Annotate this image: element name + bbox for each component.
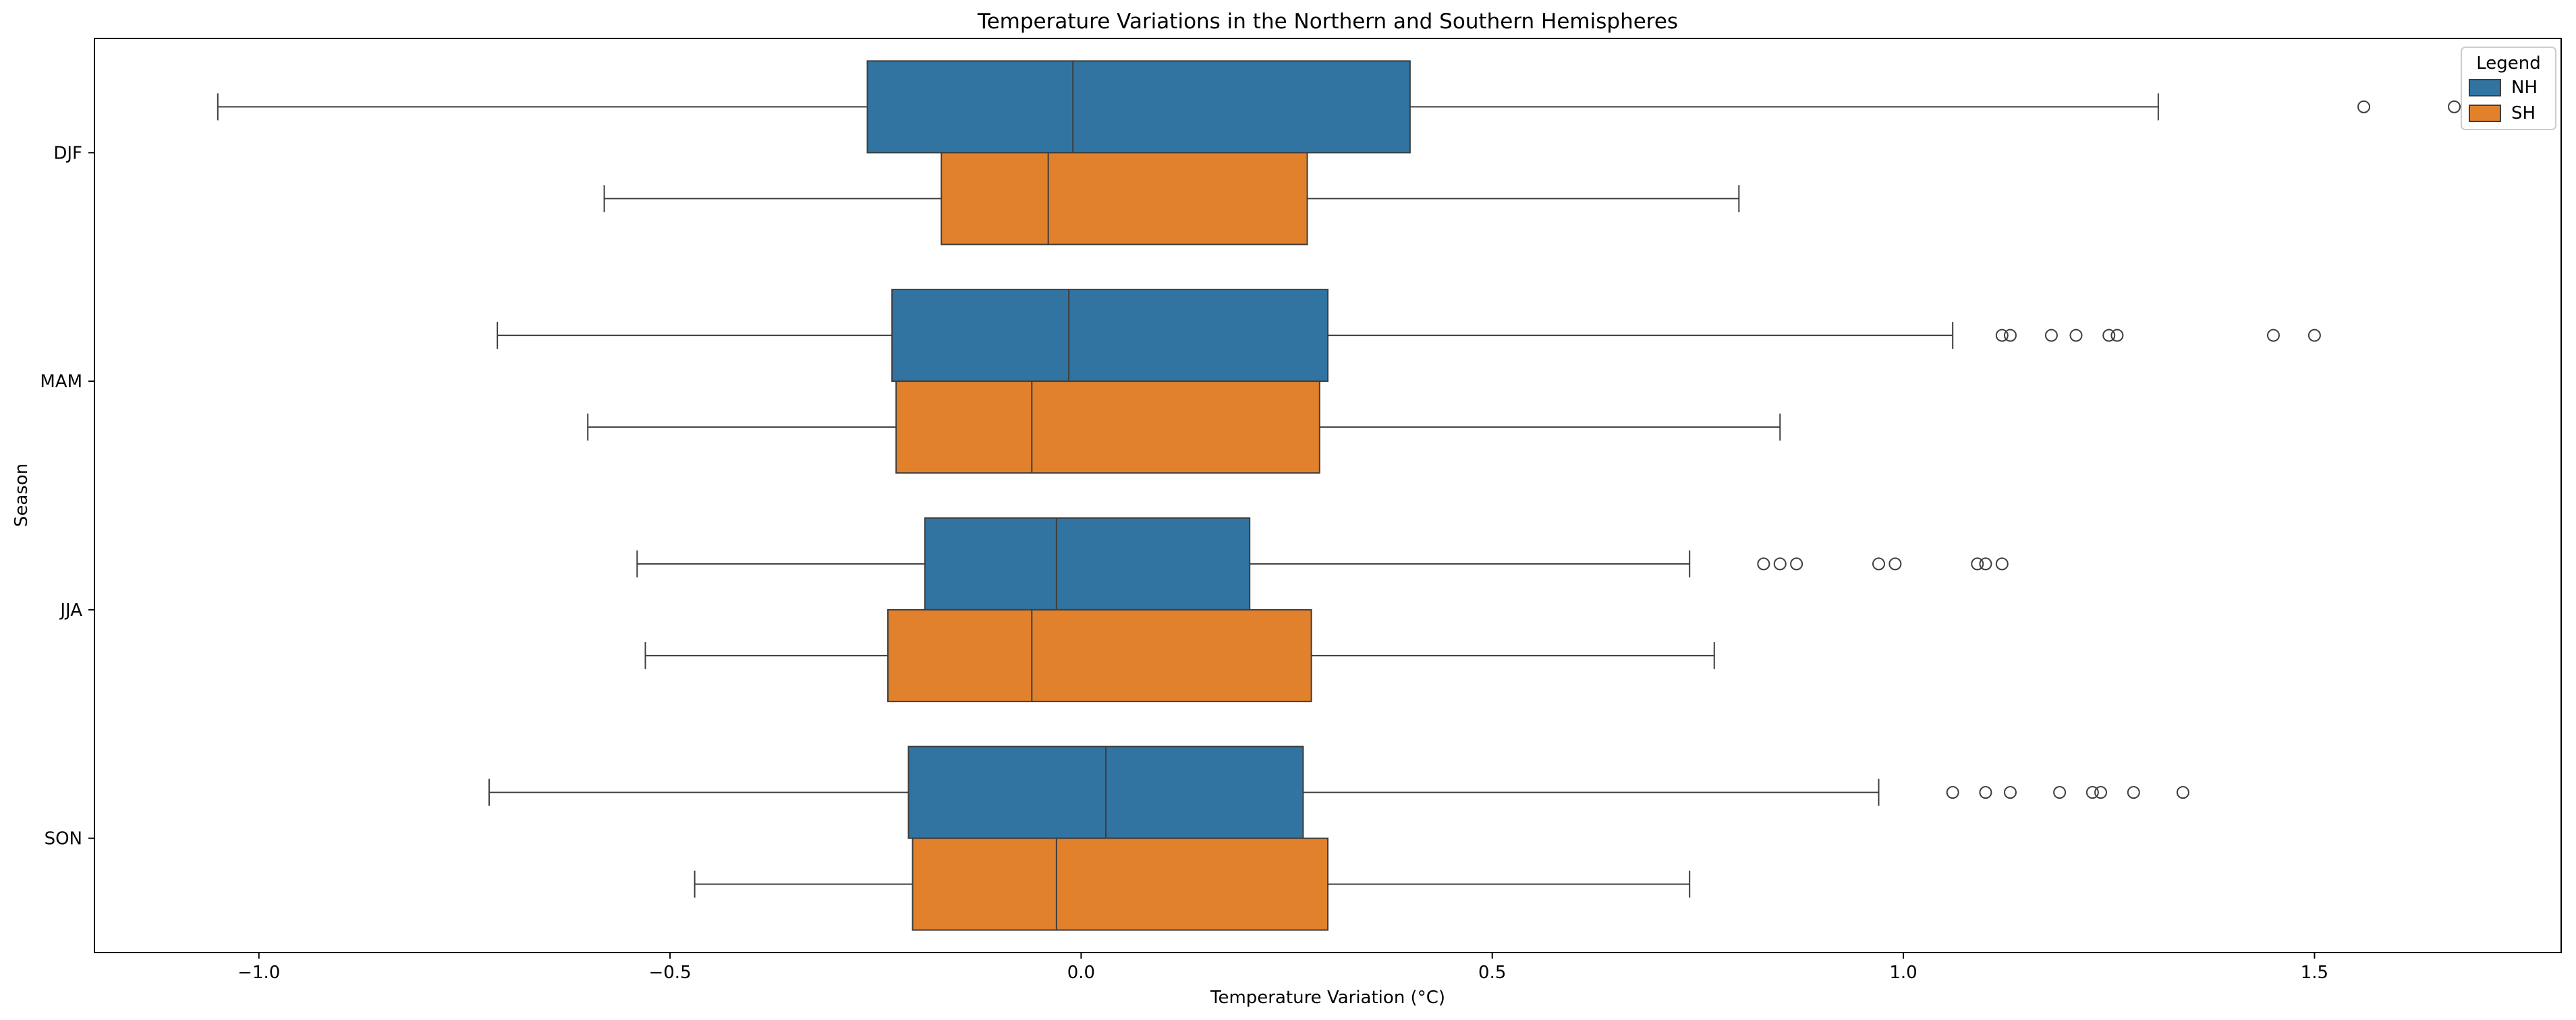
flier-nh-son-2 [2003, 786, 2017, 799]
flier-nh-djf-0 [2357, 100, 2371, 113]
flier-nh-jja-0 [1757, 557, 1770, 571]
box-nh-mam [891, 289, 1328, 382]
flier-nh-jja-2 [1790, 557, 1803, 571]
flier-nh-mam-7 [2307, 329, 2321, 342]
box-group-nh-son [488, 745, 2189, 839]
chart-title: Temperature Variations in the Northern a… [977, 9, 1678, 34]
flier-nh-jja-1 [1773, 557, 1787, 571]
flier-nh-mam-5 [2110, 329, 2124, 342]
y-axis-label: Season [11, 463, 32, 527]
legend[interactable]: Legend NH SH [2461, 47, 2556, 130]
legend-title: Legend [2476, 53, 2541, 74]
x-tick-label-1: −0.5 [648, 963, 691, 983]
flier-nh-jja-7 [1995, 557, 2009, 571]
legend-swatch-sh [2469, 105, 2501, 122]
x-axis: −1.0 −0.5 0.0 0.5 1.0 1.5 [237, 953, 2328, 983]
flier-nh-mam-4 [2102, 329, 2116, 342]
plot-area [217, 60, 2461, 931]
flier-nh-jja-6 [1979, 557, 1992, 571]
box-group-nh-jja [636, 517, 2009, 611]
flier-nh-mam-6 [2266, 329, 2280, 342]
box-sh-jja [887, 608, 1312, 702]
box-sh-djf [941, 152, 1308, 246]
legend-label-sh: SH [2511, 103, 2536, 123]
x-tick-label-3: 0.5 [1478, 963, 1506, 983]
box-sh-mam [895, 380, 1320, 474]
box-nh-jja [924, 517, 1251, 611]
box-group-nh-mam [497, 289, 2321, 382]
y-tick-label-son: SON [45, 829, 82, 849]
legend-entries: NH SH [2469, 78, 2538, 123]
flier-nh-mam-2 [2044, 329, 2058, 342]
flier-nh-son-6 [2127, 786, 2140, 799]
box-group-sh-mam [587, 380, 1781, 474]
box-group-sh-son [694, 837, 1691, 931]
legend-label-nh: NH [2511, 78, 2538, 98]
x-tick-label-5: 1.5 [2301, 963, 2328, 983]
flier-nh-djf-1 [2448, 100, 2461, 113]
box-group-nh-djf [217, 60, 2461, 154]
x-axis-label: Temperature Variation (°C) [1210, 988, 1445, 1008]
x-tick-label-0: −1.0 [237, 963, 280, 983]
box-group-sh-jja [644, 608, 1715, 702]
flier-nh-jja-3 [1872, 557, 1886, 571]
y-tick-label-djf: DJF [53, 143, 82, 163]
flier-nh-jja-4 [1888, 557, 1902, 571]
flier-nh-jja-5 [1971, 557, 1984, 571]
flier-nh-mam-3 [2069, 329, 2083, 342]
flier-nh-son-1 [1979, 786, 1992, 799]
y-axis: DJF MAM JJA SON [40, 143, 94, 849]
flier-nh-son-7 [2176, 786, 2189, 799]
y-tick-label-mam: MAM [40, 372, 82, 392]
box-nh-djf [866, 60, 1411, 154]
box-group-sh-djf [603, 152, 1740, 246]
plot-frame [94, 38, 2562, 953]
flier-nh-son-0 [1946, 786, 1959, 799]
flier-nh-mam-1 [2003, 329, 2017, 342]
flier-nh-son-5 [2094, 786, 2108, 799]
box-sh-son [912, 837, 1329, 931]
flier-nh-son-4 [2085, 786, 2099, 799]
x-tick-label-2: 0.0 [1067, 963, 1095, 983]
flier-nh-son-3 [2053, 786, 2067, 799]
flier-nh-mam-0 [1995, 329, 2009, 342]
x-tick-label-4: 1.0 [1889, 963, 1917, 983]
legend-swatch-nh [2469, 79, 2501, 96]
y-tick-label-jja: JJA [59, 600, 82, 621]
